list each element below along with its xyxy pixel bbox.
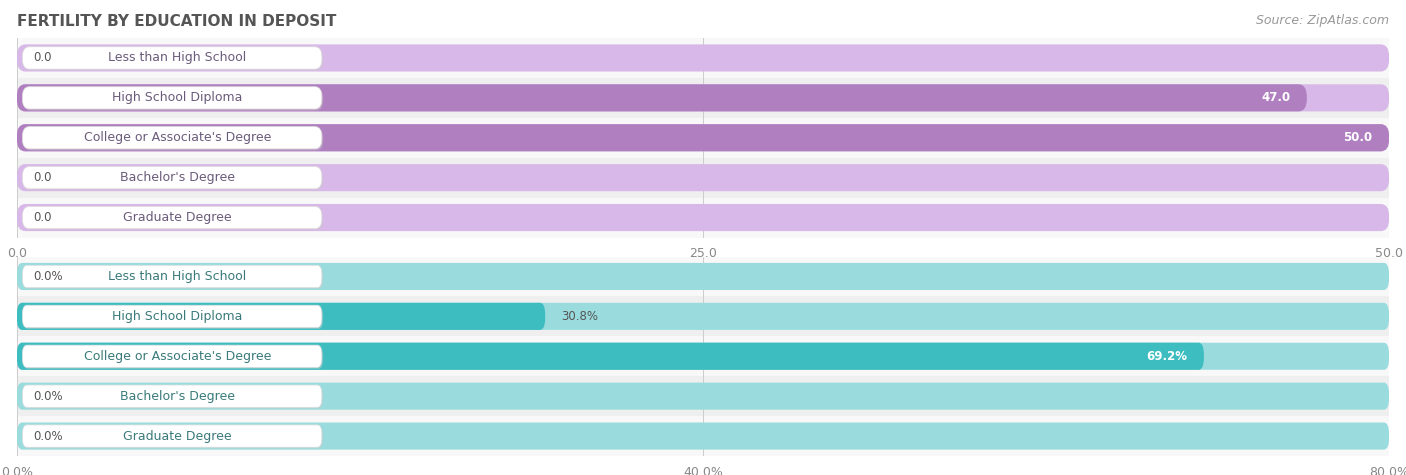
Text: High School Diploma: High School Diploma <box>112 310 243 323</box>
FancyBboxPatch shape <box>22 167 322 189</box>
Text: Graduate Degree: Graduate Degree <box>124 429 232 443</box>
FancyBboxPatch shape <box>24 208 323 230</box>
FancyBboxPatch shape <box>24 168 323 190</box>
FancyBboxPatch shape <box>17 256 1389 296</box>
FancyBboxPatch shape <box>17 296 1389 336</box>
Text: High School Diploma: High School Diploma <box>112 91 243 104</box>
FancyBboxPatch shape <box>17 38 1389 78</box>
FancyBboxPatch shape <box>17 78 1389 118</box>
FancyBboxPatch shape <box>17 124 1389 152</box>
FancyBboxPatch shape <box>17 44 1389 72</box>
FancyBboxPatch shape <box>24 387 323 409</box>
Text: Bachelor's Degree: Bachelor's Degree <box>120 171 235 184</box>
FancyBboxPatch shape <box>17 198 1389 238</box>
Text: Less than High School: Less than High School <box>108 270 246 283</box>
Text: 0.0: 0.0 <box>34 211 52 224</box>
Text: 47.0: 47.0 <box>1261 91 1291 104</box>
FancyBboxPatch shape <box>24 427 323 449</box>
FancyBboxPatch shape <box>17 342 1204 370</box>
Text: 0.0: 0.0 <box>34 171 52 184</box>
Text: Bachelor's Degree: Bachelor's Degree <box>120 390 235 403</box>
FancyBboxPatch shape <box>22 207 322 228</box>
Text: 0.0%: 0.0% <box>34 429 63 443</box>
FancyBboxPatch shape <box>17 124 1389 152</box>
FancyBboxPatch shape <box>24 267 323 289</box>
Text: Source: ZipAtlas.com: Source: ZipAtlas.com <box>1256 14 1389 27</box>
Text: College or Associate's Degree: College or Associate's Degree <box>84 350 271 363</box>
FancyBboxPatch shape <box>24 128 323 151</box>
FancyBboxPatch shape <box>22 305 322 327</box>
FancyBboxPatch shape <box>17 422 1389 450</box>
FancyBboxPatch shape <box>24 88 323 111</box>
FancyBboxPatch shape <box>22 345 322 367</box>
FancyBboxPatch shape <box>17 158 1389 198</box>
FancyBboxPatch shape <box>24 347 323 369</box>
Text: Graduate Degree: Graduate Degree <box>124 211 232 224</box>
Text: 50.0: 50.0 <box>1344 131 1372 144</box>
FancyBboxPatch shape <box>17 376 1389 416</box>
FancyBboxPatch shape <box>17 342 1389 370</box>
Text: 0.0%: 0.0% <box>34 270 63 283</box>
FancyBboxPatch shape <box>17 263 1389 290</box>
FancyBboxPatch shape <box>22 425 322 447</box>
Text: 30.8%: 30.8% <box>561 310 599 323</box>
FancyBboxPatch shape <box>22 385 322 407</box>
Text: Less than High School: Less than High School <box>108 51 246 65</box>
FancyBboxPatch shape <box>17 84 1389 112</box>
FancyBboxPatch shape <box>17 84 1306 112</box>
Text: 0.0%: 0.0% <box>34 390 63 403</box>
Text: College or Associate's Degree: College or Associate's Degree <box>84 131 271 144</box>
FancyBboxPatch shape <box>22 87 322 109</box>
FancyBboxPatch shape <box>17 303 546 330</box>
Text: 69.2%: 69.2% <box>1146 350 1188 363</box>
Text: FERTILITY BY EDUCATION IN DEPOSIT: FERTILITY BY EDUCATION IN DEPOSIT <box>17 14 336 29</box>
FancyBboxPatch shape <box>22 127 322 149</box>
Text: 0.0: 0.0 <box>34 51 52 65</box>
FancyBboxPatch shape <box>17 382 1389 410</box>
FancyBboxPatch shape <box>24 307 323 329</box>
FancyBboxPatch shape <box>22 47 322 69</box>
FancyBboxPatch shape <box>17 204 1389 231</box>
FancyBboxPatch shape <box>17 118 1389 158</box>
FancyBboxPatch shape <box>17 416 1389 456</box>
FancyBboxPatch shape <box>17 303 1389 330</box>
FancyBboxPatch shape <box>17 336 1389 376</box>
FancyBboxPatch shape <box>17 164 1389 191</box>
FancyBboxPatch shape <box>24 48 323 71</box>
FancyBboxPatch shape <box>22 266 322 287</box>
